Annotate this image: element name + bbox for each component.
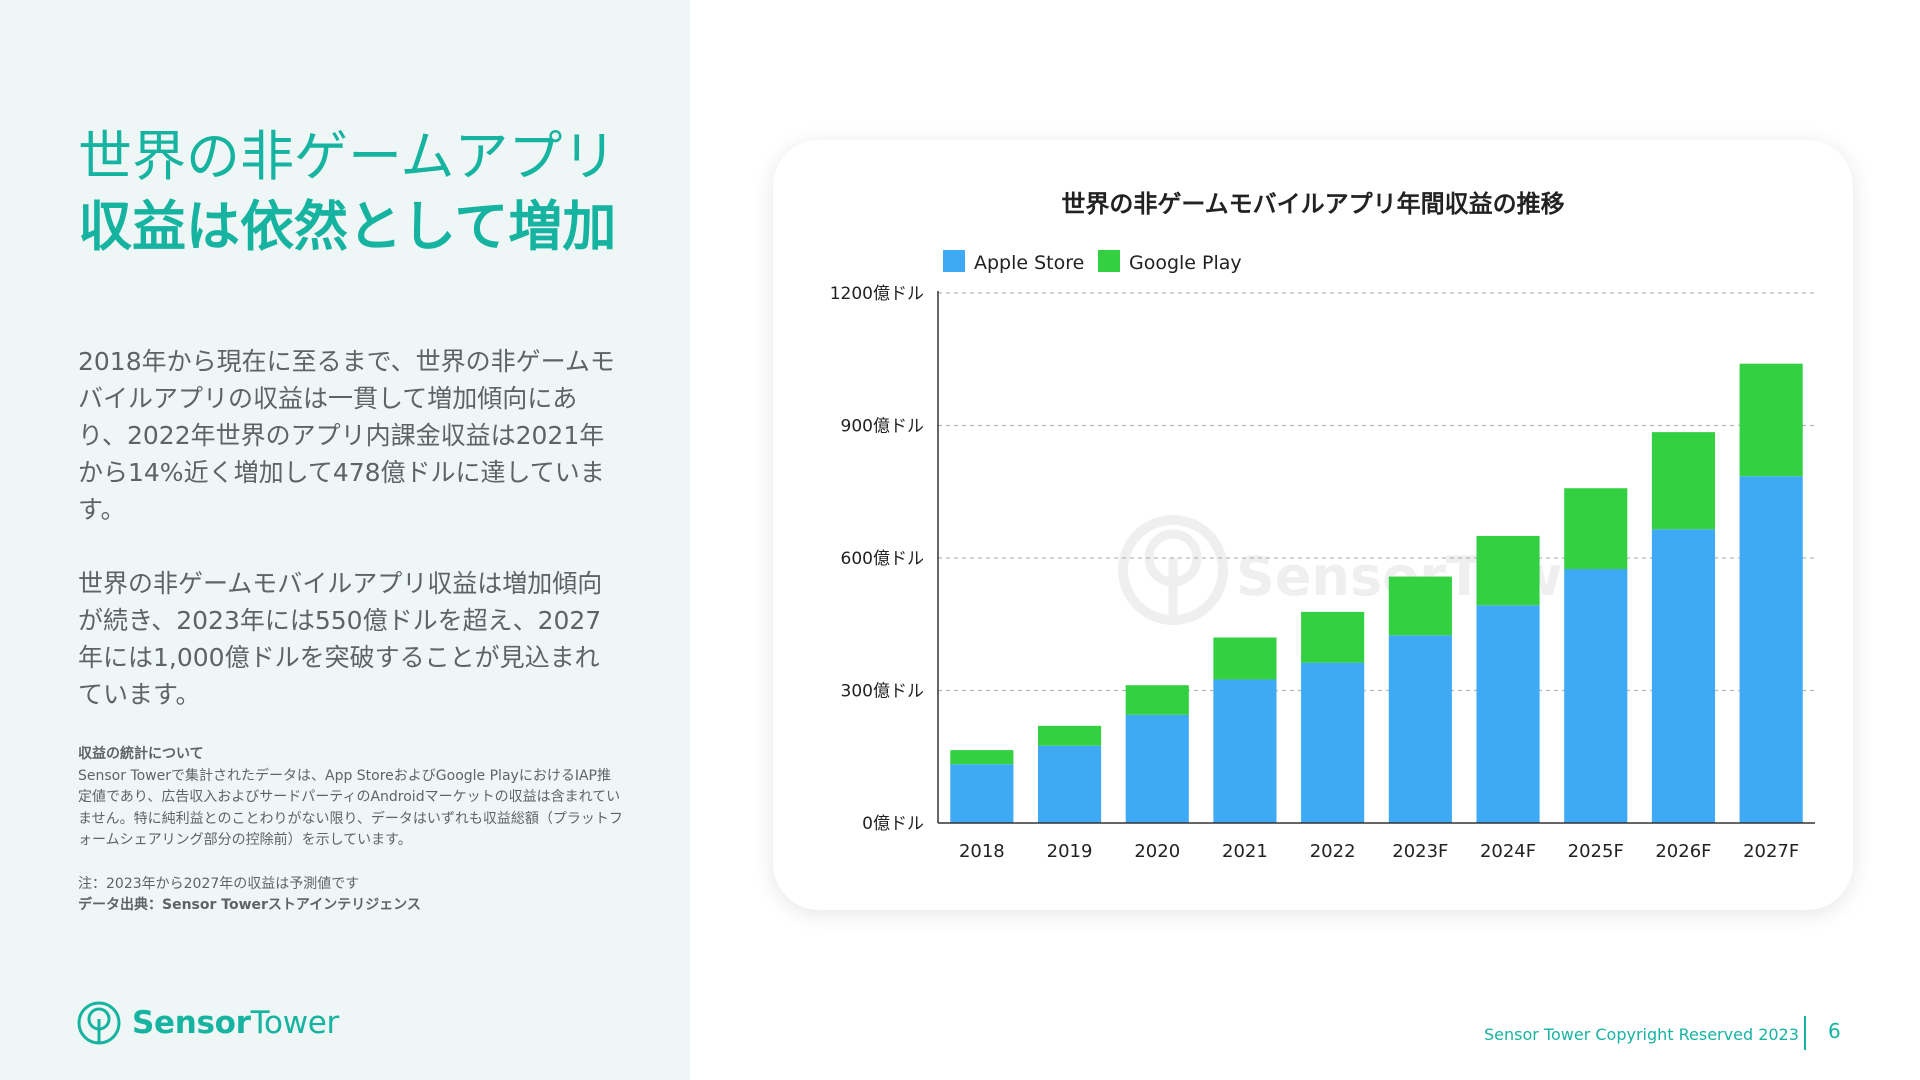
bar-google-play-2021 [1213,637,1277,680]
paragraph-2: 世界の非ゲームモバイルアプリ収益は増加傾向が続き、2023年には550億ドルを超… [78,569,603,709]
forecast-note: 注：2023年から2027年の収益は予測値です [78,875,360,892]
x-tick-label: 2025F [1568,841,1624,862]
bar-google-play-2018 [950,750,1014,765]
y-axis: 0億ドル 300億ドル 600億ドル 900億ドル 1200億ドル [830,284,939,834]
x-tick-label: 2020 [1134,841,1180,862]
x-tick-label: 2019 [1047,841,1093,862]
bar-apple-store-2020 [1125,714,1189,823]
chart-canvas: SensorTower Apple Store Google Play 0億ドル 3… [830,250,1815,862]
notes-title: 収益の統計について [78,746,204,762]
chart-card: 世界の非ゲームモバイルアプリ年間収益の推移 SensorTower Apple … [773,140,1853,910]
chart-legend: Apple Store Google Play [943,250,1242,274]
y-tick-label: 300億ドル [841,682,924,702]
bar-google-play-2019 [1037,725,1102,746]
x-axis: 2018 2019 2020 2021 2022 2023F 2024F 2025F 2026F… [938,822,1815,862]
bar-apple-store-2026f [1651,529,1716,823]
sensor-tower-logo: SensorTower [76,998,339,1048]
x-tick-label: 2018 [959,841,1005,862]
data-source: データ出典：Sensor Towerストアインテリジェンス [78,897,421,913]
x-tick-label: 2027F [1743,841,1799,862]
bar-apple-store-2022 [1301,662,1365,823]
bar-apple-store-2027f [1739,476,1803,823]
bar-google-play-2023f [1388,576,1452,636]
footer-divider [1804,1016,1806,1050]
chart-bars [950,363,1803,823]
notes-section: 収益の統計について Sensor Towerで集計されたデータは、App Sto… [78,744,623,917]
y-tick-label: 0億ドル [862,814,924,834]
sensor-tower-logo-icon [77,1001,121,1045]
bar-google-play-2024f [1476,535,1540,606]
logo-wordmark: SensorTower [132,1005,339,1041]
headline: 世界の非ゲームアプリ 収益は依然として増加 [78,122,668,262]
x-tick-label: 2024F [1480,841,1536,862]
bar-google-play-2020 [1125,685,1189,715]
x-tick-label: 2026F [1655,841,1711,862]
logo-sensor: Sensor [132,1005,251,1041]
paragraph-1: 2018年から現在に至るまで、世界の非ゲームモバイルアプリの収益は一貫して増加傾… [78,347,615,524]
y-tick-label: 1200億ドル [830,284,924,304]
x-tick-label: 2023F [1392,841,1448,862]
bar-apple-store-2025f [1564,569,1628,823]
bar-google-play-2022 [1301,611,1365,663]
chart-title: 世界の非ゲームモバイルアプリ年間収益の推移 [1061,190,1565,218]
legend-swatch-google-play [1098,250,1120,272]
headline-line-1: 世界の非ゲームアプリ [78,125,617,188]
footer-copyright: Sensor Tower Copyright Reserved 2023 [1484,1025,1799,1044]
legend-label-apple-store: Apple Store [974,252,1084,274]
y-tick-label: 600億ドル [841,549,924,569]
logo-tower: Tower [250,1005,340,1041]
bar-apple-store-2024f [1476,605,1540,823]
headline-line-2: 収益は依然として増加 [78,195,617,258]
y-tick-label: 900億ドル [841,417,924,437]
bar-apple-store-2021 [1213,679,1277,823]
page-number: 6 [1828,1019,1841,1043]
bar-apple-store-2023f [1388,635,1452,823]
notes-body: Sensor Towerで集計されたデータは、App StoreおよびGoogl… [78,767,623,849]
x-tick-label: 2022 [1310,841,1356,862]
watermark: SensorTower [1118,515,1626,625]
bar-google-play-2026f [1651,432,1716,530]
bar-apple-store-2019 [1037,745,1102,823]
x-tick-label: 2021 [1222,841,1268,862]
left-panel: 世界の非ゲームアプリ 収益は依然として増加 2018年から現在に至るまで、世界の… [0,0,690,1080]
legend-label-google-play: Google Play [1129,252,1242,274]
legend-swatch-apple-store [943,250,965,272]
bar-apple-store-2018 [950,764,1014,823]
bar-google-play-2027f [1739,363,1803,477]
bar-google-play-2025f [1564,488,1628,570]
